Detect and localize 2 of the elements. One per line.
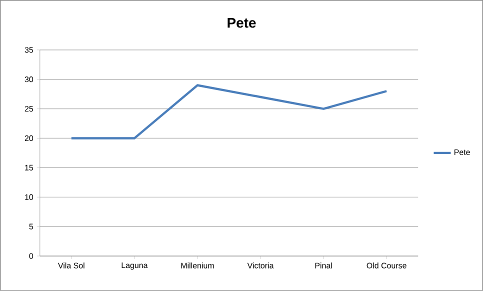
line-series — [70, 84, 388, 140]
chart-title: Pete — [228, 18, 256, 28]
